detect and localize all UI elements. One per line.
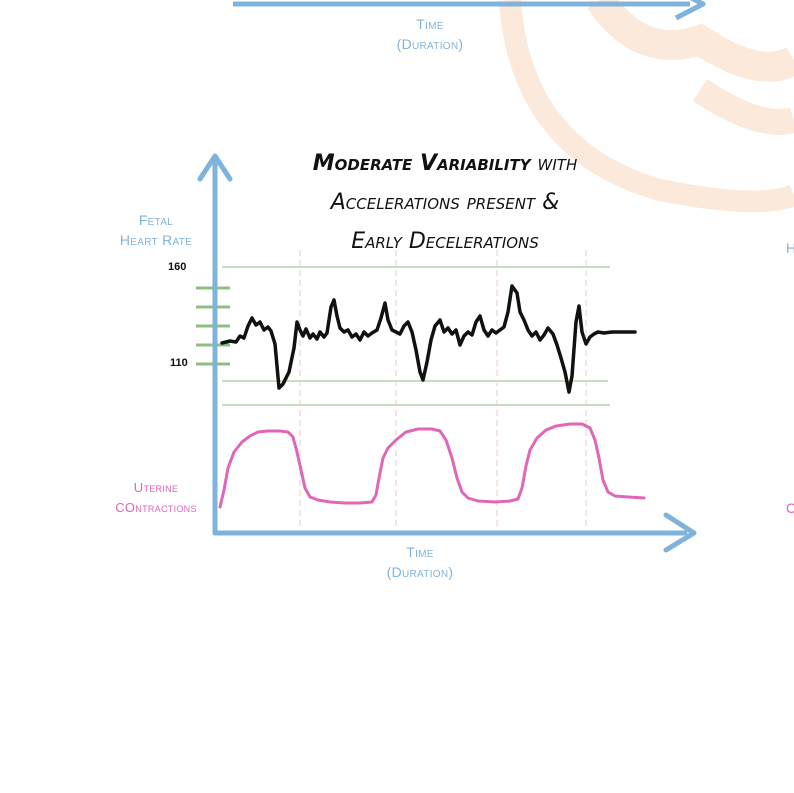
- contraction-markers: [299, 250, 587, 528]
- uterine-contractions-label: Uterine COntractions: [100, 478, 212, 518]
- title-line-2: Accelerations present &: [330, 190, 560, 215]
- uterine-label-line2: COntractions: [115, 500, 197, 515]
- title-line-1: Moderate Variability with: [250, 144, 640, 183]
- right-edge-fragment-2: C: [786, 500, 794, 516]
- y-tick-label-110: 110: [170, 357, 188, 369]
- x-axis-label-line2: (Duration): [386, 564, 454, 580]
- y-axis-label-line2: Heart Rate: [119, 232, 193, 248]
- top-x-axis-label-line2: (Duration): [396, 36, 464, 52]
- y-axis-label: Fetal Heart Rate: [100, 210, 212, 250]
- top-partial-x-axis: [233, 0, 706, 21]
- x-axis-label-line1: Time: [406, 544, 434, 560]
- top-x-axis-label: Time (Duration): [370, 14, 490, 54]
- chart-title: Moderate Variability with Accelerations …: [250, 144, 640, 261]
- top-x-axis-label-line1: Time: [416, 16, 444, 32]
- title-line-3: Early Decelerations: [351, 229, 539, 254]
- y-tick-label-160: 160: [168, 261, 187, 273]
- uterine-contraction-trace: [218, 422, 646, 509]
- uterine-label-line1: Uterine: [133, 480, 179, 495]
- title-rest-text: with: [530, 151, 578, 176]
- main-axes: [197, 153, 697, 553]
- x-axis-label: Time (Duration): [360, 542, 480, 582]
- title-bold-text: Moderate Variability: [312, 151, 531, 176]
- right-edge-fragment-1: H: [786, 240, 794, 256]
- fetal-heart-rate-trace: [220, 284, 637, 394]
- y-axis-label-line1: Fetal: [138, 212, 174, 228]
- x-axis-arrow: [663, 512, 697, 553]
- y-axis-arrow: [197, 153, 233, 182]
- background-flower-decoration: [499, 0, 794, 213]
